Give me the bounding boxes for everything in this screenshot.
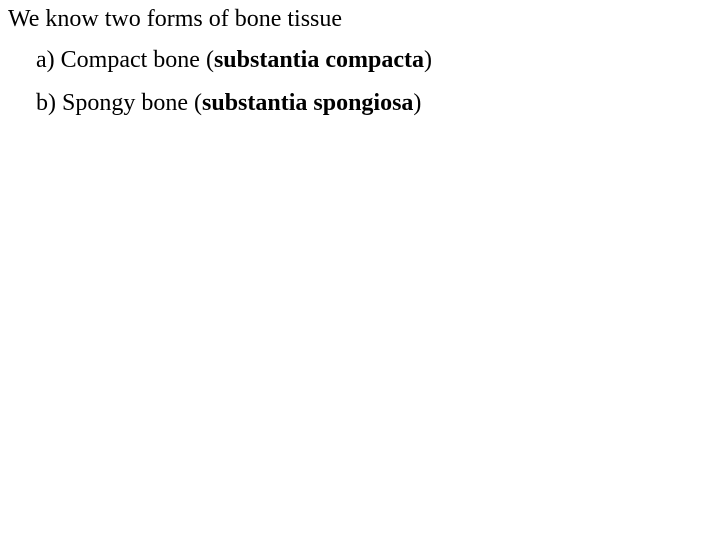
item-suffix: ) (413, 90, 421, 116)
item-bold-term: substantia compacta (214, 47, 424, 73)
item-bold-term: substantia spongiosa (202, 90, 413, 116)
item-marker: a) (36, 47, 55, 73)
item-prefix: Compact bone ( (61, 47, 214, 73)
slide-content: We know two forms of bone tissue a) Comp… (0, 0, 720, 139)
item-marker: b) (36, 90, 56, 116)
slide-heading: We know two forms of bone tissue (8, 6, 712, 33)
item-prefix: Spongy bone ( (62, 90, 202, 116)
list-item: a) Compact bone (substantia compacta) (36, 47, 712, 74)
item-suffix: ) (424, 47, 432, 73)
list-item: b) Spongy bone (substantia spongiosa) (36, 90, 712, 117)
